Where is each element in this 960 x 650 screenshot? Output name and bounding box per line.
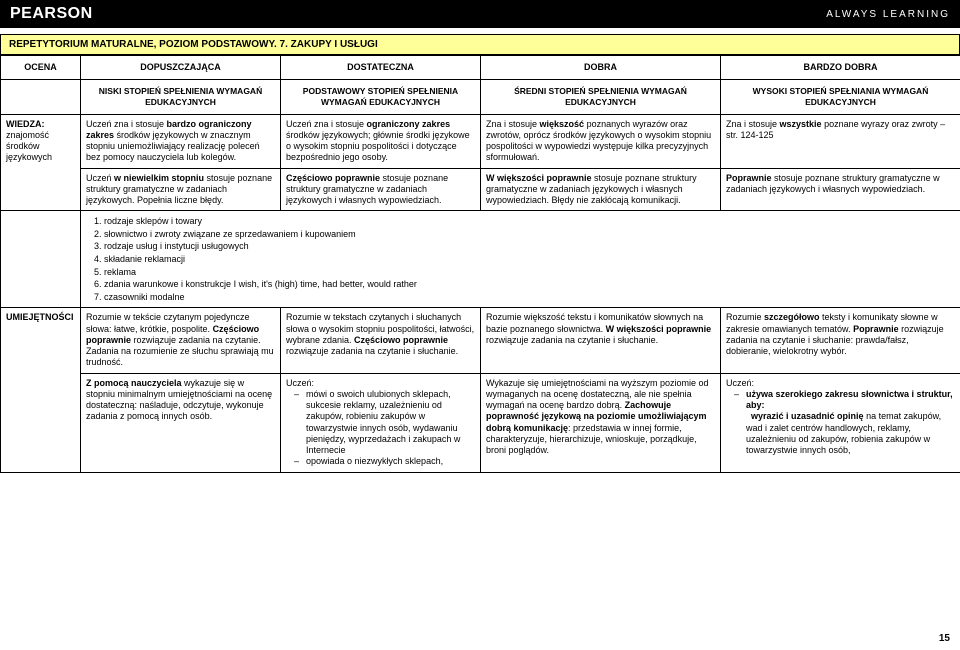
list-item: czasowniki modalne — [104, 291, 955, 304]
list-item: składanie reklamacji — [104, 253, 955, 266]
topics-cell: rodzaje sklepów i towary słownictwo i zw… — [81, 211, 960, 308]
cell-intro: Uczeń: — [726, 378, 754, 388]
page-number: 15 — [939, 633, 950, 644]
grade-header-row: OCENA DOPUSZCZAJĄCA DOSTATECZNA DOBRA BA… — [1, 56, 960, 80]
level-header-row: NISKI STOPIEŃ SPEŁNIENIA WYMAGAŃ EDUKACY… — [1, 80, 960, 114]
topics-row: rodzaje sklepów i towary słownictwo i zw… — [1, 211, 960, 308]
cell: Rozumie szczegółowo teksty i komunikaty … — [721, 308, 960, 373]
brand-header: PEARSON ALWAYS LEARNING — [0, 0, 960, 28]
cell: Uczeń: mówi o swoich ulubionych sklepach… — [281, 373, 481, 472]
level-cell: WYSOKI STOPIEŃ SPEŁNIANIA WYMAGAŃ EDUKAC… — [721, 80, 960, 114]
cell: Uczeń: używa szerokiego zakresu słownict… — [721, 373, 960, 472]
list-item: rodzaje usług i instytucji usługowych — [104, 240, 955, 253]
grade-cell: BARDZO DOBRA — [721, 56, 960, 80]
list-item: opowiada o niezwykłych sklepach, — [298, 456, 475, 467]
assessment-table: OCENA DOPUSZCZAJĄCA DOSTATECZNA DOBRA BA… — [0, 55, 960, 473]
cell: Poprawnie stosuje poznane struktury gram… — [721, 168, 960, 211]
cell: Uczeń zna i stosuje ograniczony zakres ś… — [281, 114, 481, 168]
brand-logo: PEARSON — [10, 5, 93, 23]
table-row: Z pomocą nauczyciela wykazuje się w stop… — [1, 373, 960, 472]
grade-cell: DOBRA — [481, 56, 721, 80]
wiedza-sub: znajomość środków językowych — [6, 130, 52, 163]
bullet-list: używa szerokiego zakresu słownictwa i st… — [726, 389, 955, 457]
list-item: mówi o swoich ulubionych sklepach, sukce… — [298, 389, 475, 457]
list-item: reklama — [104, 266, 955, 279]
row-label-umie: UMIEJĘTNOŚCI — [1, 308, 81, 472]
cell: Rozumie w tekstach czytanych i słuchanyc… — [281, 308, 481, 373]
list-item: używa szerokiego zakresu słownictwa i st… — [738, 389, 955, 457]
wiedza-heading: WIEDZA: — [6, 119, 45, 129]
ocena-label: OCENA — [1, 56, 81, 80]
document-title: REPETYTORIUM MATURALNE, POZIOM PODSTAWOW… — [0, 34, 960, 55]
cell: Wykazuje się umiejętnościami na wyższym … — [481, 373, 721, 472]
topics-list: rodzaje sklepów i towary słownictwo i zw… — [86, 215, 955, 303]
level-cell: NISKI STOPIEŃ SPEŁNIENIA WYMAGAŃ EDUKACY… — [81, 80, 281, 114]
table-row: WIEDZA: znajomość środków językowych Ucz… — [1, 114, 960, 168]
level-cell: PODSTAWOWY STOPIEŃ SPEŁNIENIA WYMAGAŃ ED… — [281, 80, 481, 114]
row-label-wiedza: WIEDZA: znajomość środków językowych — [1, 114, 81, 211]
list-item: słownictwo i zwroty związane ze sprzedaw… — [104, 228, 955, 241]
table-row: UMIEJĘTNOŚCI Rozumie w tekście czytanym … — [1, 308, 960, 373]
empty-cell — [1, 80, 81, 114]
cell: Częściowo poprawnie stosuje poznane stru… — [281, 168, 481, 211]
bullet-list: mówi o swoich ulubionych sklepach, sukce… — [286, 389, 475, 468]
level-cell: ŚREDNI STOPIEŃ SPEŁNIENIA WYMAGAŃ EDUKAC… — [481, 80, 721, 114]
cell: Z pomocą nauczyciela wykazuje się w stop… — [81, 373, 281, 472]
cell: Zna i stosuje wszystkie poznane wyrazy o… — [721, 114, 960, 168]
list-item: rodzaje sklepów i towary — [104, 215, 955, 228]
empty-cell — [1, 211, 81, 308]
brand-tagline: ALWAYS LEARNING — [826, 9, 950, 20]
grade-cell: DOSTATECZNA — [281, 56, 481, 80]
cell-intro: Uczeń: — [286, 378, 314, 388]
cell: Uczeń zna i stosuje bardzo ograniczony z… — [81, 114, 281, 168]
cell: Rozumie w tekście czytanym pojedyncze sł… — [81, 308, 281, 373]
list-item: zdania warunkowe i konstrukcje I wish, i… — [104, 278, 955, 291]
grade-cell: DOPUSZCZAJĄCA — [81, 56, 281, 80]
cell: Uczeń w niewielkim stopniu stosuje pozna… — [81, 168, 281, 211]
umie-heading: UMIEJĘTNOŚCI — [6, 312, 74, 322]
cell: Rozumie większość tekstu i komunikatów s… — [481, 308, 721, 373]
cell: W większości poprawnie stosuje poznane s… — [481, 168, 721, 211]
table-row: Uczeń w niewielkim stopniu stosuje pozna… — [1, 168, 960, 211]
cell: Zna i stosuje większość poznanych wyrazó… — [481, 114, 721, 168]
